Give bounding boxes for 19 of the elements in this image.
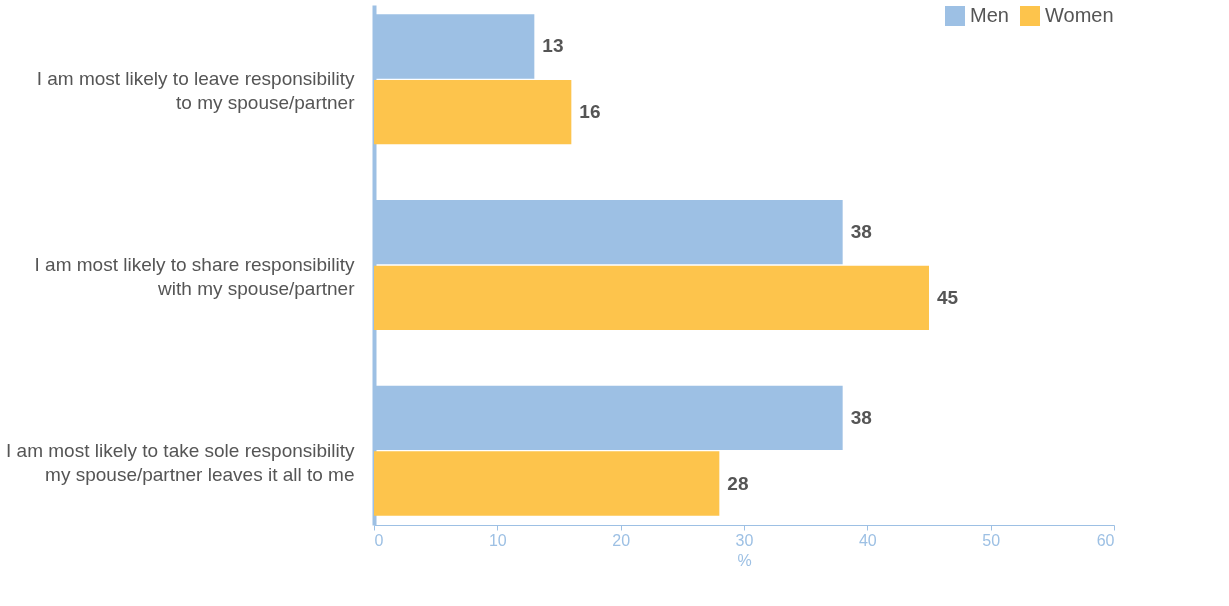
data-label: 13 <box>542 35 564 57</box>
y-tick-label: I am most likely to share responsibility with my spouse/partner <box>34 254 356 299</box>
x-axis-title: % <box>737 551 752 569</box>
y-tick-label: I am most likely to leave responsibility to my spouse/partner <box>36 68 356 114</box>
data-label: 38 <box>850 406 872 428</box>
x-tick-label: 60 <box>1096 531 1115 549</box>
x-tick-label: 20 <box>612 531 631 549</box>
x-tick-label: 40 <box>858 531 877 549</box>
y-tick-label: I am most likely to take sole responsibility my spouse/partner leaves it all to me <box>6 439 355 485</box>
data-label: 16 <box>579 101 601 123</box>
data-label: 28 <box>727 472 749 494</box>
data-label: 45 <box>937 286 959 308</box>
legend-label: Women <box>1045 4 1114 26</box>
legend-label: Men <box>970 4 1009 26</box>
x-tick-label: 50 <box>982 531 1001 549</box>
x-tick-label: 0 <box>374 531 384 549</box>
x-tick-label: 30 <box>735 531 754 549</box>
data-label: 38 <box>850 221 872 243</box>
x-tick-label: 10 <box>488 531 507 549</box>
